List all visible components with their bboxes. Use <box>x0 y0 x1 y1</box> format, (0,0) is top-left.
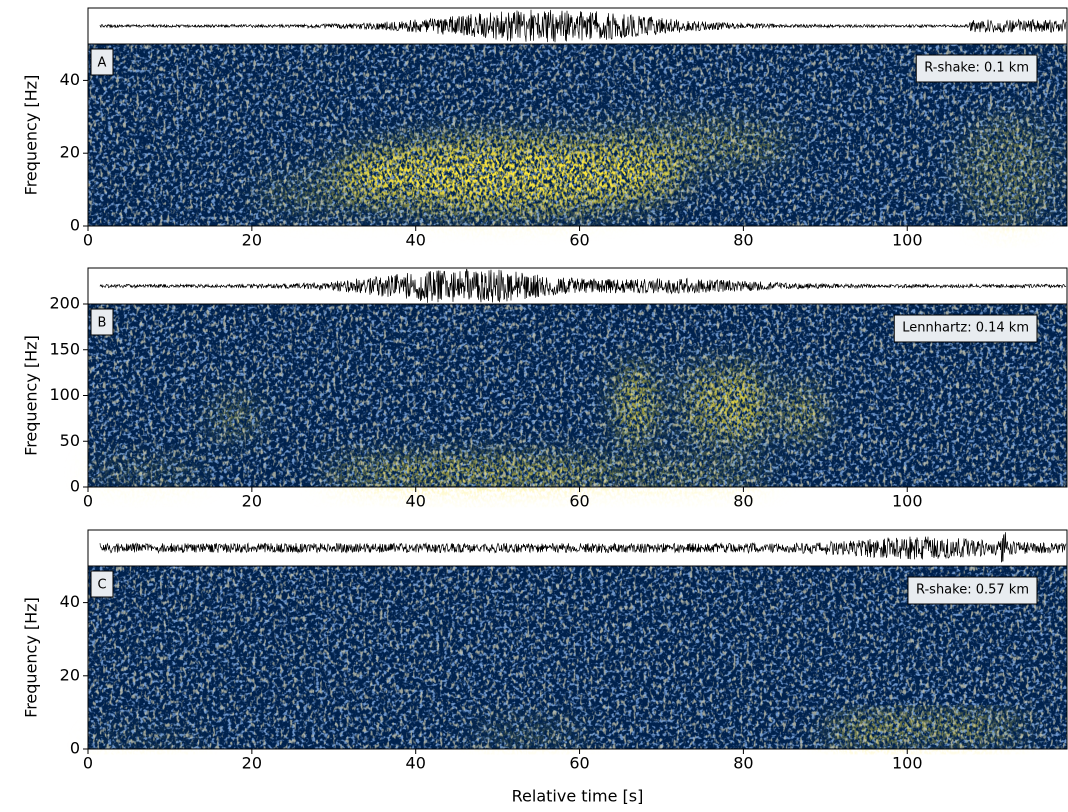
y-tick-label: 50 <box>60 431 80 450</box>
hot-region <box>685 364 724 445</box>
hot-region <box>597 122 793 166</box>
panel-label: C <box>97 578 106 593</box>
x-tick-label: 0 <box>83 754 93 773</box>
x-tick-label: 60 <box>569 231 589 250</box>
x-tick-label: 100 <box>892 231 923 250</box>
x-tick-label: 20 <box>242 754 262 773</box>
x-tick-label: 40 <box>406 231 426 250</box>
y-tick-label: 20 <box>60 665 80 684</box>
y-tick-label: 150 <box>49 339 80 358</box>
hot-region <box>254 179 411 208</box>
y-tick-label: 0 <box>70 739 80 758</box>
x-tick-label: 60 <box>569 492 589 511</box>
y-tick-label: 20 <box>60 143 80 162</box>
x-tick-label: 80 <box>733 231 753 250</box>
y-tick-label: 0 <box>70 216 80 235</box>
hot-region <box>578 467 774 482</box>
hot-region <box>617 364 656 445</box>
x-tick-label: 20 <box>242 231 262 250</box>
y-axis-title: Frequency [Hz] <box>22 597 41 718</box>
y-tick-label: 40 <box>60 70 80 89</box>
annotation: R-shake: 0.1 km <box>924 61 1029 76</box>
panel-label: B <box>98 316 107 331</box>
hot-region <box>88 740 205 747</box>
hot-region <box>822 723 900 745</box>
x-tick-label: 40 <box>406 754 426 773</box>
figure: 0 20 40 0 20 40 60 80 100 Frequency [Hz] A R-shake:… <box>0 0 1068 812</box>
panel: 0 20 40 0 20 40 60 80 100 Frequency [Hz] Relative … <box>22 530 1068 806</box>
y-axis-title: Frequency [Hz] <box>22 75 41 196</box>
panel: 0 20 40 0 20 40 60 80 100 Frequency [Hz] A R-shake:… <box>22 8 1068 250</box>
x-tick-label: 100 <box>892 754 923 773</box>
panel-label: A <box>98 56 107 71</box>
x-axis-title: Relative time [s] <box>512 787 644 806</box>
hot-region <box>470 725 587 743</box>
x-tick-label: 80 <box>733 492 753 511</box>
y-tick-label: 0 <box>70 477 80 496</box>
annotation: Lennhartz: 0.14 km <box>902 321 1029 336</box>
waveform-frame <box>88 530 1067 566</box>
x-tick-label: 0 <box>83 231 93 250</box>
y-tick-label: 40 <box>60 592 80 611</box>
hot-region <box>724 364 763 445</box>
hot-region <box>783 385 822 444</box>
annotation: R-shake: 0.57 km <box>916 583 1029 598</box>
x-tick-label: 100 <box>892 492 923 511</box>
y-tick-label: 200 <box>49 294 80 313</box>
x-tick-label: 20 <box>242 492 262 511</box>
x-tick-label: 60 <box>569 754 589 773</box>
x-tick-label: 80 <box>733 754 753 773</box>
hot-region <box>959 117 1057 226</box>
y-axis-title: Frequency [Hz] <box>22 335 41 456</box>
hot-region <box>210 399 259 436</box>
hot-region <box>88 465 205 480</box>
x-tick-label: 40 <box>406 492 426 511</box>
panel: 0 50 100 150 200 0 20 40 60 80 100 Frequency [Hz] B L… <box>22 268 1068 511</box>
x-tick-label: 0 <box>83 492 93 511</box>
y-tick-label: 100 <box>49 385 80 404</box>
